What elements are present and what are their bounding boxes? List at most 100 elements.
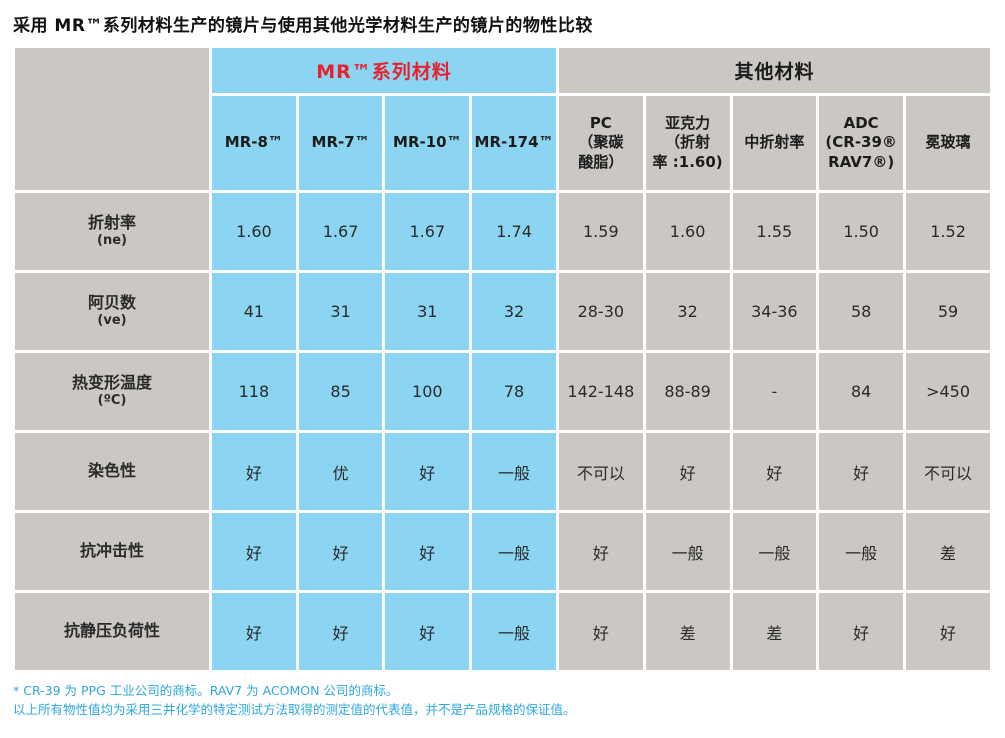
data-cell: 好 — [212, 433, 296, 510]
table-row: 抗冲击性 好 好 好 一般 好 一般 一般 一般 差 — [15, 513, 990, 590]
data-cell: 不可以 — [906, 433, 990, 510]
data-cell: 1.60 — [212, 193, 296, 270]
data-cell: 好 — [906, 593, 990, 670]
data-cell: 一般 — [472, 433, 556, 510]
column-header-label: 率 :1.60) — [652, 152, 723, 171]
footnote-line-disclaimer: 以上所有物性值均为采用三井化学的特定测试方法取得的测定值的代表值，并不是产品规格… — [13, 701, 576, 717]
column-header-label: RAV7®) — [828, 152, 895, 171]
data-cell: 28-30 — [558, 273, 643, 350]
column-header-label: ADC — [843, 113, 879, 132]
data-cell: 1.74 — [472, 193, 556, 270]
column-header-label: PC — [589, 113, 612, 132]
data-cell: 差 — [906, 513, 990, 590]
table-row: 染色性 好 优 好 一般 不可以 好 好 好 不可以 — [15, 433, 990, 510]
corner-cell — [15, 48, 210, 190]
row-label-text: 折射率 — [88, 212, 137, 232]
column-header-mr7: MR-7™ — [298, 96, 383, 190]
data-cell: 好 — [819, 433, 904, 510]
data-cell: 好 — [385, 513, 470, 590]
data-cell: 1.50 — [819, 193, 904, 270]
column-header-label: 酸脂） — [578, 152, 624, 171]
mr-group-header: MR™系列材料 — [212, 48, 556, 93]
data-cell: 100 — [385, 353, 470, 430]
data-cell: 好 — [298, 593, 383, 670]
row-label-dyeability: 染色性 — [15, 433, 210, 510]
table-row: 阿贝数 (ve) 41 31 31 32 28-30 32 34-36 58 5… — [15, 273, 990, 350]
row-label-text: 阿贝数 — [88, 292, 137, 312]
data-cell: 优 — [298, 433, 383, 510]
row-label-text: 染色性 — [88, 461, 137, 481]
column-header-label: 中折射率 — [744, 133, 805, 152]
data-cell: 差 — [645, 593, 730, 670]
column-header-mid-index: 中折射率 — [732, 96, 817, 190]
column-header-acrylic: 亚克力 （折射 率 :1.60) — [645, 96, 730, 190]
data-cell: 41 — [212, 273, 296, 350]
data-cell: 好 — [645, 433, 730, 510]
table-row: 折射率 (ne) 1.60 1.67 1.67 1.74 1.59 1.60 1… — [15, 193, 990, 270]
row-label-text: 抗冲击性 — [80, 541, 145, 561]
data-cell: 1.55 — [732, 193, 817, 270]
column-header-label: （聚碳 — [578, 133, 624, 152]
data-cell: 好 — [385, 433, 470, 510]
data-cell: 好 — [558, 593, 643, 670]
data-cell: 差 — [732, 593, 817, 670]
data-cell: 不可以 — [558, 433, 643, 510]
data-cell: 31 — [385, 273, 470, 350]
data-cell: 好 — [298, 513, 383, 590]
data-cell: 一般 — [472, 593, 556, 670]
row-label-text: 抗静压负荷性 — [64, 621, 161, 641]
data-cell: 好 — [212, 593, 296, 670]
column-header-label: MR-10™ — [393, 133, 462, 152]
column-header-label: MR-7™ — [311, 133, 370, 152]
table-row: 抗静压负荷性 好 好 好 一般 好 差 差 好 好 — [15, 593, 990, 670]
data-cell: 一般 — [732, 513, 817, 590]
page: 采用 MR™系列材料生产的镜片与使用其他光学材料生产的镜片的物性比较 MR™系列… — [12, 16, 993, 720]
data-cell: 88-89 — [645, 353, 730, 430]
data-cell: 好 — [819, 593, 904, 670]
data-cell: 好 — [212, 513, 296, 590]
column-header-label: 冕玻璃 — [925, 133, 971, 152]
data-cell: 58 — [819, 273, 904, 350]
data-cell: 142-148 — [558, 353, 643, 430]
data-cell: 1.52 — [906, 193, 990, 270]
column-header-label: MR-174™ — [474, 133, 554, 152]
column-header-pc: PC （聚碳 酸脂） — [558, 96, 643, 190]
data-cell: 32 — [645, 273, 730, 350]
other-group-header: 其他材料 — [558, 48, 990, 93]
data-cell: 34-36 — [732, 273, 817, 350]
page-title: 采用 MR™系列材料生产的镜片与使用其他光学材料生产的镜片的物性比较 — [13, 16, 593, 36]
column-header-adc: ADC (CR-39® RAV7®) — [819, 96, 904, 190]
column-header-label: MR-8™ — [224, 133, 283, 152]
data-cell: 118 — [212, 353, 296, 430]
data-cell: 31 — [298, 273, 383, 350]
data-cell: 好 — [732, 433, 817, 510]
row-label-static-load-resistance: 抗静压负荷性 — [15, 593, 210, 670]
data-cell: 一般 — [645, 513, 730, 590]
table-row: 热变形温度 (ºC) 118 85 100 78 142-148 88-89 -… — [15, 353, 990, 430]
data-cell: 84 — [819, 353, 904, 430]
data-cell: 1.67 — [385, 193, 470, 270]
comparison-table: MR™系列材料 其他材料 MR-8™ MR-7™ MR-10™ MR-174™ … — [12, 45, 993, 673]
column-header-label: 亚克力 — [665, 113, 711, 132]
column-header-mr8: MR-8™ — [212, 96, 296, 190]
data-cell: >450 — [906, 353, 990, 430]
row-label-impact-resistance: 抗冲击性 — [15, 513, 210, 590]
data-cell: 32 — [472, 273, 556, 350]
data-cell: 85 — [298, 353, 383, 430]
column-header-label: （折射 — [665, 133, 711, 152]
data-cell: - — [732, 353, 817, 430]
data-cell: 1.60 — [645, 193, 730, 270]
data-cell: 一般 — [819, 513, 904, 590]
data-cell: 一般 — [472, 513, 556, 590]
column-header-mr10: MR-10™ — [385, 96, 470, 190]
row-label-abbe-number: 阿贝数 (ve) — [15, 273, 210, 350]
footnote: * CR-39 为 PPG 工业公司的商标。RAV7 为 ACOMON 公司的商… — [13, 682, 993, 720]
row-label-text: 热变形温度 — [72, 372, 153, 392]
data-cell: 好 — [385, 593, 470, 670]
data-cell: 59 — [906, 273, 990, 350]
footnote-line-trademark: * CR-39 为 PPG 工业公司的商标。RAV7 为 ACOMON 公司的商… — [13, 683, 399, 698]
column-header-label: (CR-39® — [825, 133, 897, 152]
row-label-subtext: (ne) — [97, 233, 127, 249]
row-label-subtext: (ve) — [97, 313, 127, 329]
data-cell: 好 — [558, 513, 643, 590]
